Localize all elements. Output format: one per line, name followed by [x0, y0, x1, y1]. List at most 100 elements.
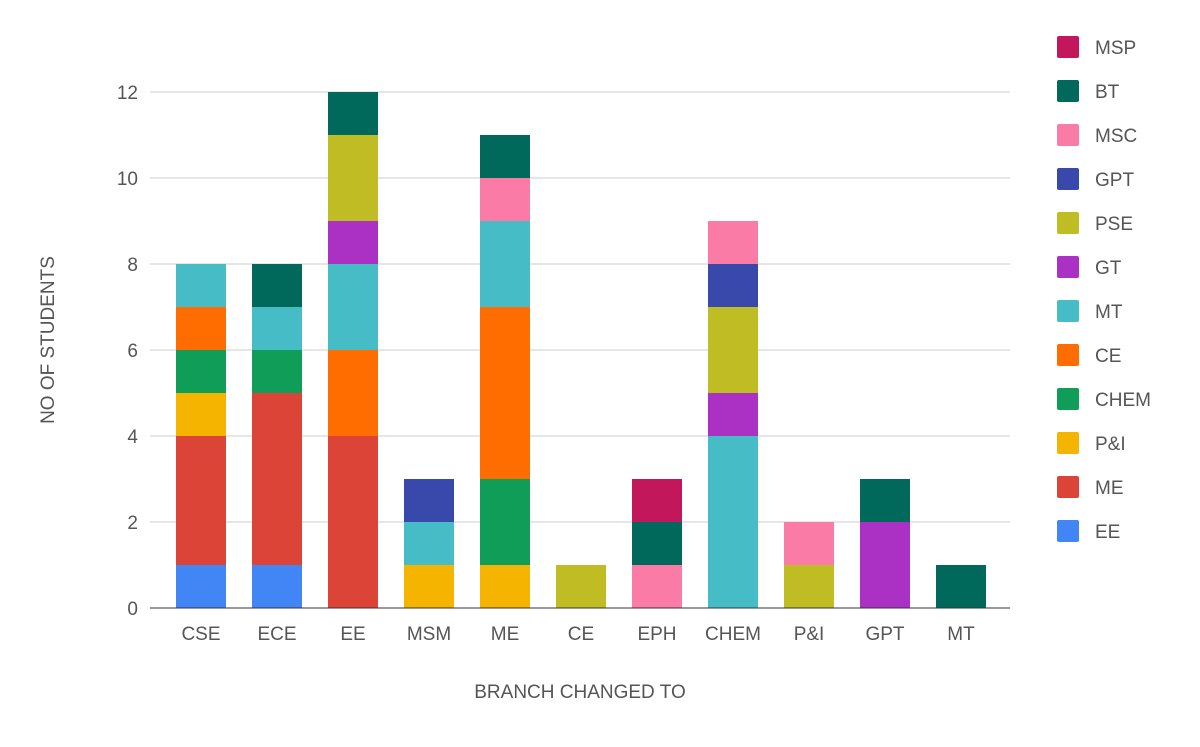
- legend: MSP BT MSC GPT PSE GT MT CE CHEM P&I ME EE: [1057, 36, 1151, 543]
- legend-swatch: [1057, 388, 1079, 410]
- legend-label: EE: [1095, 522, 1120, 543]
- legend-label: CE: [1095, 346, 1121, 367]
- bar-segment-ME-MT[interactable]: [480, 221, 530, 307]
- bar-segment-GPT-BT[interactable]: [860, 479, 910, 522]
- bar-segment-ECE-BT[interactable]: [252, 264, 302, 307]
- bar-segment-P&I-PSE[interactable]: [784, 565, 834, 608]
- legend-item-PSE[interactable]: PSE: [1057, 212, 1133, 235]
- bar-segment-ME-BT[interactable]: [480, 135, 530, 178]
- legend-swatch: [1057, 256, 1079, 278]
- y-tick-label: 6: [127, 341, 138, 362]
- legend-swatch: [1057, 124, 1079, 146]
- bar-segment-GPT-GT[interactable]: [860, 522, 910, 608]
- bar-segment-CSE-EE[interactable]: [176, 565, 226, 608]
- bar-segment-CHEM-MSC[interactable]: [708, 221, 758, 264]
- legend-label: MSP: [1095, 38, 1136, 59]
- bar-segment-CSE-CHEM[interactable]: [176, 350, 226, 393]
- legend-label: CHEM: [1095, 390, 1151, 411]
- bar-segment-ME-CHEM[interactable]: [480, 479, 530, 565]
- bar-segment-CSE-ME[interactable]: [176, 436, 226, 565]
- x-tick-label: CHEM: [705, 624, 761, 645]
- x-tick-label: MT: [947, 624, 975, 645]
- bar-segment-EE-CE[interactable]: [328, 350, 378, 436]
- bar-segment-ECE-MT[interactable]: [252, 307, 302, 350]
- y-tick-label: 4: [127, 427, 138, 448]
- bars: [176, 92, 986, 608]
- legend-label: GT: [1095, 258, 1122, 279]
- legend-item-EE[interactable]: EE: [1057, 520, 1120, 543]
- y-tick-label: 8: [127, 255, 138, 276]
- x-tick-label: CE: [568, 624, 594, 645]
- legend-swatch: [1057, 300, 1079, 322]
- x-tick-label: CSE: [181, 624, 220, 645]
- bar-segment-EPH-MSP[interactable]: [632, 479, 682, 522]
- legend-item-MSP[interactable]: MSP: [1057, 36, 1136, 59]
- bar-segment-EE-MT[interactable]: [328, 264, 378, 350]
- x-tick-labels: CSE ECE EE MSM ME CE EPH CHEM P&I GPT MT: [181, 624, 975, 645]
- bar-segment-CHEM-MT[interactable]: [708, 436, 758, 608]
- bar-segment-CHEM-GPT[interactable]: [708, 264, 758, 307]
- bar-segment-MSM-GPT[interactable]: [404, 479, 454, 522]
- legend-label: MT: [1095, 302, 1123, 323]
- bar-segment-CSE-P&I[interactable]: [176, 393, 226, 436]
- legend-swatch: [1057, 212, 1079, 234]
- legend-item-MT[interactable]: MT: [1057, 300, 1123, 323]
- x-tick-label: ECE: [257, 624, 296, 645]
- bar-segment-MT-BT[interactable]: [936, 565, 986, 608]
- legend-swatch: [1057, 344, 1079, 366]
- bar-segment-CSE-CE[interactable]: [176, 307, 226, 350]
- bar-segment-ME-CE[interactable]: [480, 307, 530, 479]
- legend-label: ME: [1095, 478, 1124, 499]
- legend-item-MSC[interactable]: MSC: [1057, 124, 1137, 147]
- x-tick-label: P&I: [794, 624, 825, 645]
- bar-segment-ECE-ME[interactable]: [252, 393, 302, 565]
- bar-segment-CE-PSE[interactable]: [556, 565, 606, 608]
- x-tick-label: GPT: [865, 624, 904, 645]
- legend-item-GT[interactable]: GT: [1057, 256, 1122, 279]
- legend-label: P&I: [1095, 434, 1126, 455]
- bar-segment-CHEM-PSE[interactable]: [708, 307, 758, 393]
- bar-segment-ME-P&I[interactable]: [480, 565, 530, 608]
- legend-item-ME[interactable]: ME: [1057, 476, 1124, 499]
- bar-segment-P&I-MSC[interactable]: [784, 522, 834, 565]
- x-tick-label: EPH: [637, 624, 676, 645]
- bar-segment-ECE-EE[interactable]: [252, 565, 302, 608]
- legend-item-P&I[interactable]: P&I: [1057, 432, 1126, 455]
- y-tick-label: 0: [127, 599, 138, 620]
- bar-segment-ME-MSC[interactable]: [480, 178, 530, 221]
- legend-item-BT[interactable]: BT: [1057, 80, 1120, 103]
- legend-swatch: [1057, 80, 1079, 102]
- bar-segment-ECE-CHEM[interactable]: [252, 350, 302, 393]
- legend-item-CHEM[interactable]: CHEM: [1057, 388, 1151, 411]
- legend-label: GPT: [1095, 170, 1134, 191]
- legend-label: BT: [1095, 82, 1120, 103]
- bar-segment-EE-ME[interactable]: [328, 436, 378, 608]
- bar-segment-MSM-P&I[interactable]: [404, 565, 454, 608]
- x-tick-label: ME: [491, 624, 520, 645]
- bar-segment-EE-GT[interactable]: [328, 221, 378, 264]
- y-tick-labels: 0 2 4 6 8 10 12: [117, 83, 139, 620]
- bar-segment-EPH-BT[interactable]: [632, 522, 682, 565]
- y-axis-label: NO OF STUDENTS: [38, 256, 59, 424]
- bar-segment-CHEM-GT[interactable]: [708, 393, 758, 436]
- bar-segment-EE-PSE[interactable]: [328, 135, 378, 221]
- y-tick-label: 12: [117, 83, 138, 104]
- bar-segment-EPH-MSC[interactable]: [632, 565, 682, 608]
- legend-item-CE[interactable]: CE: [1057, 344, 1121, 367]
- x-tick-label: MSM: [407, 624, 451, 645]
- legend-swatch: [1057, 520, 1079, 542]
- legend-label: PSE: [1095, 214, 1133, 235]
- bar-segment-MSM-MT[interactable]: [404, 522, 454, 565]
- legend-swatch: [1057, 168, 1079, 190]
- y-tick-label: 2: [127, 513, 138, 534]
- legend-swatch: [1057, 476, 1079, 498]
- x-axis-label: BRANCH CHANGED TO: [474, 682, 686, 703]
- x-tick-label: EE: [340, 624, 365, 645]
- bar-segment-EE-BT[interactable]: [328, 92, 378, 135]
- legend-item-GPT[interactable]: GPT: [1057, 168, 1134, 191]
- y-tick-label: 10: [117, 169, 138, 190]
- legend-swatch: [1057, 432, 1079, 454]
- bar-segment-CSE-MT[interactable]: [176, 264, 226, 307]
- legend-label: MSC: [1095, 126, 1137, 147]
